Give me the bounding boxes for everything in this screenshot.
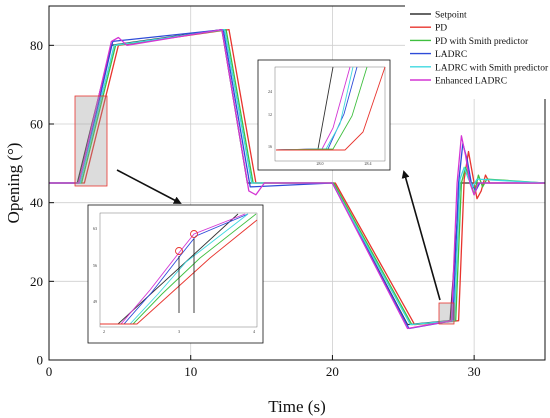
- zoom-arrow-2: [401, 170, 441, 301]
- y-tick-label: 20: [30, 274, 43, 289]
- inset-series-line: [276, 66, 386, 151]
- legend-label: LADRC: [435, 50, 467, 60]
- inset2-ytick: 16: [268, 144, 272, 149]
- inset1-xtick: 4: [253, 329, 255, 334]
- inset-zoom-2: 28.0 28.4 24 12 16: [257, 59, 391, 171]
- inset2-xtick: 28.0: [317, 161, 324, 166]
- zoom-region-2: [438, 302, 455, 325]
- inset2-ytick: 24: [268, 89, 272, 94]
- series-line: [49, 28, 545, 330]
- legend-label: LADRC with Smith predictor: [435, 63, 549, 73]
- legend-label: PD with Smith predictor: [435, 37, 529, 47]
- inset1-xtick: 2: [103, 329, 105, 334]
- x-tick-label: 0: [46, 364, 53, 379]
- x-axis-label: Time (s): [268, 397, 325, 416]
- legend: Setpoint PD PD with Smith predictor LADRC LA…: [405, 3, 549, 99]
- inset1-ytick: 63: [93, 226, 97, 231]
- zoom-arrow-1: [116, 169, 182, 204]
- y-tick-label: 80: [30, 38, 43, 53]
- y-tick-label: 40: [30, 195, 43, 210]
- inset1-ytick: 56: [93, 263, 97, 268]
- x-tick-label: 30: [468, 364, 481, 379]
- zoom-region-1: [74, 95, 108, 187]
- inset-marker-circle: [175, 247, 183, 255]
- inset-zoom-1: 2 3 4 63 56 49: [87, 204, 264, 344]
- inset2-ytick: 12: [268, 112, 272, 117]
- legend-label: Enhanced LADRC: [435, 77, 507, 87]
- legend-label: Setpoint: [435, 11, 467, 21]
- legend-label: PD: [435, 24, 447, 34]
- x-tick-label: 10: [184, 364, 197, 379]
- y-axis-label: Opening (°): [4, 143, 23, 224]
- inset1-xtick: 3: [178, 329, 180, 334]
- inset-series-line: [100, 219, 258, 325]
- axis-ticks: 0 10 20 30 0 20 40 60 80: [30, 38, 481, 379]
- inset2-xtick: 28.4: [365, 161, 372, 166]
- y-tick-label: 60: [30, 117, 43, 132]
- plot-frame: [48, 5, 546, 361]
- series-lines: [49, 28, 546, 330]
- inset-marker-circle: [190, 230, 198, 238]
- inset-series-line: [275, 66, 368, 151]
- inset1-ytick: 49: [93, 299, 97, 304]
- y-tick-label: 0: [37, 353, 44, 368]
- series-line: [49, 28, 546, 326]
- x-tick-label: 20: [326, 364, 339, 379]
